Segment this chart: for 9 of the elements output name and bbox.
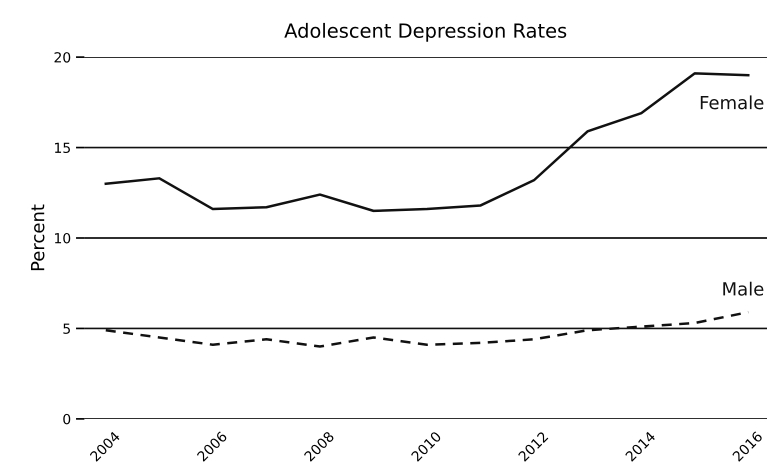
y-tick-label: 20 (54, 52, 70, 63)
y-tick-label: 5 (63, 324, 70, 334)
chart-title: Adolescent Depression Rates (284, 22, 566, 42)
y-tick-label: 0 (63, 414, 70, 424)
y-axis-title: Percent (31, 204, 44, 270)
series-label: Male (723, 282, 764, 296)
y-tick-label: 15 (55, 142, 70, 154)
y-tick-label: 10 (55, 232, 70, 244)
series-label: Female (700, 95, 764, 110)
